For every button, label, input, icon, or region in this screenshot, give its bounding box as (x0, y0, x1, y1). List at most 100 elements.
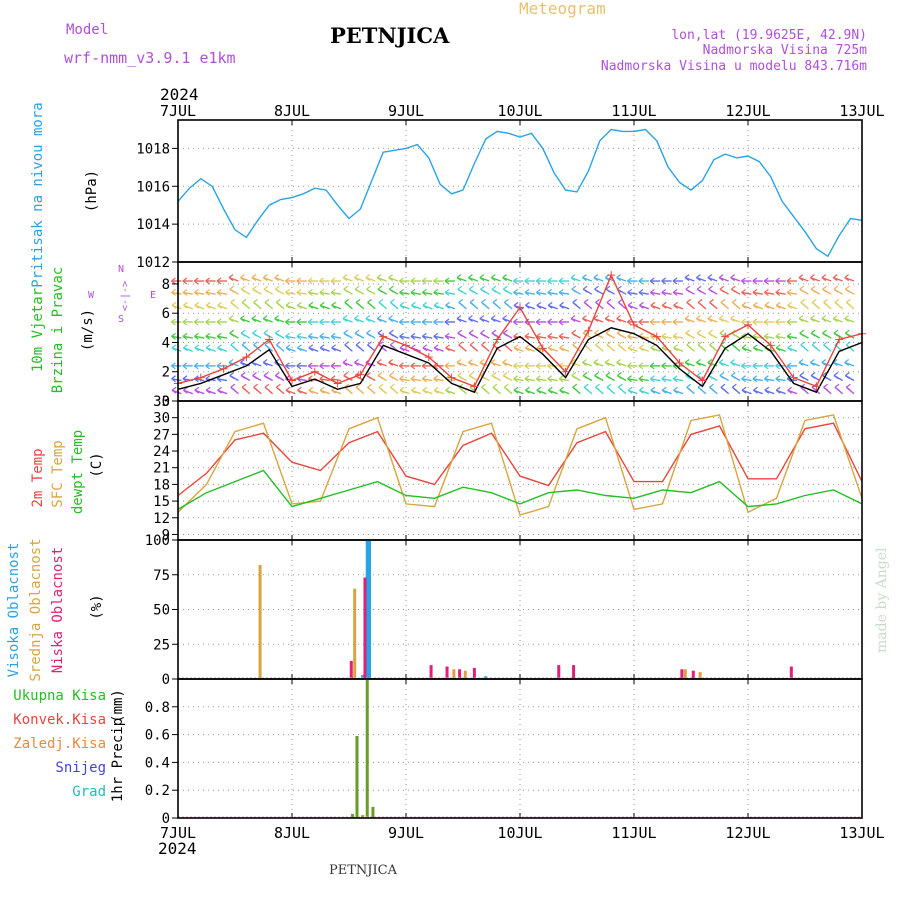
y-tick-label: 8 (162, 277, 170, 293)
wind-arrow-head (421, 277, 427, 285)
wind-arrow-head (297, 344, 302, 352)
wind-arrow-head (627, 386, 633, 394)
wind-arrow-head (627, 301, 633, 309)
wind-arrow-head (343, 329, 349, 337)
wind-arrow-head (686, 341, 692, 349)
wind-arrow-head (650, 386, 656, 394)
gust-marker (538, 344, 547, 353)
wind-arrow-head (741, 301, 747, 309)
cloud-ylabel-low: Niska Oblacnost (50, 547, 66, 673)
bar-clouds (349, 660, 353, 679)
wind-arrow-head (582, 274, 587, 282)
wind-arrow-head (833, 372, 839, 379)
wind-arrow-head (285, 344, 291, 352)
gust-marker (721, 332, 730, 341)
elevation-label: Nadmorska Visina 725m (703, 43, 868, 58)
wind-arrow-head (171, 288, 176, 296)
wind-arrow-head (377, 372, 383, 379)
wind-arrow-head (707, 315, 713, 323)
wind-arrow-head (786, 277, 792, 285)
precip-legend-item: Ukupna Kisa (13, 688, 106, 704)
wind-arrow-head (638, 375, 644, 383)
wind-arrow (445, 335, 456, 339)
bar-clouds (365, 540, 369, 679)
wind-arrow-head (513, 362, 518, 370)
wind-arrow-head (672, 375, 678, 383)
wind-arrow-head (627, 277, 632, 285)
wind-arrow-head (330, 332, 336, 340)
wind-arrow-head (524, 332, 530, 340)
wind-arrow-head (217, 344, 222, 352)
y-tick-label: 1014 (136, 217, 170, 233)
wind-arrow-head (775, 318, 780, 326)
wind-arrow-head (376, 315, 382, 323)
wind-arrow-head (719, 329, 725, 337)
wind-arrow-head (490, 358, 496, 366)
y-tick-label: 100 (145, 533, 170, 549)
wind-arrow-head (810, 372, 816, 379)
temp-unit: (C) (89, 452, 105, 477)
wind-arrow (319, 291, 330, 295)
bar-clouds (698, 672, 702, 679)
wind-arrow-head (616, 358, 621, 366)
wind-arrow-head (205, 344, 211, 352)
wind-arrow-head (216, 332, 222, 340)
wind-arrow-head (775, 386, 781, 394)
wind-arrow-head (753, 344, 758, 352)
wind-arrow (331, 378, 342, 382)
gust-marker (424, 353, 433, 362)
wind-arrow-head (821, 358, 827, 366)
wind-arrow-head (618, 341, 623, 349)
wind-arrow-head (741, 344, 747, 352)
wind-arrow-head (525, 344, 530, 352)
precip-legend-item: Grad (72, 784, 106, 800)
wind-arrow-head (410, 375, 416, 383)
wind-arrow-head (696, 358, 701, 366)
wind-arrow-head (490, 315, 496, 323)
wind-arrow (217, 378, 228, 382)
wind-arrow-head (307, 277, 313, 285)
temp-ylabel-2m: 2m Temp (30, 448, 46, 507)
bar-clouds (789, 666, 793, 679)
credit-label: made by Angel (874, 547, 890, 653)
wind-arrow-head (182, 362, 188, 370)
wind-arrow-head (686, 383, 692, 391)
wind-arrow-head (399, 375, 404, 383)
wind-arrow-head (593, 358, 599, 366)
wind-arrow-head (388, 315, 393, 323)
wind-arrow-head (559, 301, 564, 309)
y-tick-label: 2 (162, 365, 170, 381)
precip-legend-item: Zaledj.Kisa (13, 736, 106, 752)
wind-arrow-head (171, 375, 176, 383)
wind-arrow-head (457, 285, 463, 293)
wind-arrow (764, 378, 775, 382)
cloud-unit: (%) (89, 594, 105, 619)
wind-arrow-head (354, 329, 360, 337)
wind-arrow-head (205, 362, 210, 370)
wind-arrow-head (649, 318, 655, 326)
wind-arrow-head (547, 375, 553, 383)
wind-arrow-head (513, 375, 518, 383)
wind-arrow-head (730, 358, 735, 366)
wind-arrow-head (421, 362, 427, 370)
wind-arrow (559, 291, 570, 295)
wind-arrow-head (355, 298, 361, 306)
wind-arrow-head (275, 329, 280, 337)
wind-arrow-head (627, 362, 632, 370)
wind-arrow-head (764, 386, 770, 394)
y-tick-label: 18 (153, 477, 170, 493)
wind-arrow-head (433, 386, 439, 394)
wind-arrow-head (594, 372, 599, 379)
wind-arrow-head (262, 358, 268, 366)
wind-arrow-head (342, 315, 348, 323)
wind-arrow-head (502, 315, 507, 323)
cloud-ylabel-high: Visoka Oblacnost (6, 543, 22, 678)
wind-arrow-head (479, 358, 485, 366)
wind-arrow-head (810, 274, 815, 282)
wind-arrow (217, 291, 228, 295)
gust-marker (698, 376, 707, 385)
wind-arrow-head (229, 372, 235, 379)
wind-arrow-head (319, 332, 325, 340)
wind-arrow-head (571, 329, 577, 337)
